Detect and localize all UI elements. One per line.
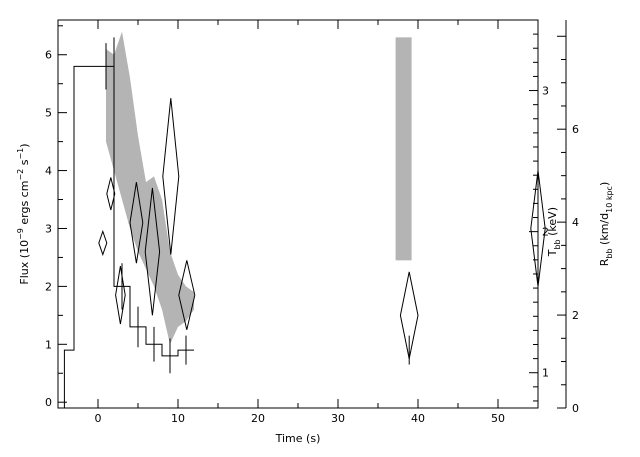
radius-tick-label: 2	[572, 309, 579, 322]
radius-band	[106, 31, 194, 345]
x-tick-label: 30	[331, 412, 345, 425]
temperature-diamond	[144, 187, 161, 316]
temperature-diamond-layer	[98, 98, 546, 359]
temperature-diamond	[129, 182, 144, 264]
temperature-diamond	[98, 229, 108, 257]
x-tick-label: 20	[251, 412, 265, 425]
y-tick-label: 4	[45, 165, 52, 178]
radius-bar	[395, 37, 412, 261]
x-tick-label: 10	[171, 412, 185, 425]
radius-tick-label: 4	[572, 216, 579, 229]
y-tick-label: 0	[45, 396, 52, 409]
radius-axis: 0 2 4 6	[557, 20, 579, 415]
temperature-diamond	[399, 271, 419, 359]
y-tick-label: 1	[45, 338, 52, 351]
y-tick-label: 3	[45, 222, 52, 235]
flux-errorbar-layer	[105, 37, 410, 374]
temperature-diamond	[178, 260, 196, 330]
y-tick-label: 5	[45, 107, 52, 120]
radius-tick-label: 0	[572, 402, 579, 415]
x-tick-label: 40	[411, 412, 425, 425]
temperature-diamond	[162, 98, 180, 255]
temp-tick-label: 3	[542, 85, 549, 98]
radius-band-layer	[106, 31, 412, 345]
y-tick-label: 6	[45, 49, 52, 62]
x-tick-label: 0	[95, 412, 102, 425]
tick-layer: 0 10 20 30 40 50 0 1 2 3 4 5 6 1 2 3	[45, 20, 549, 425]
x-tick-label: 50	[491, 412, 505, 425]
temperature-diamond	[115, 266, 126, 325]
temp-tick-label: 2	[542, 226, 549, 239]
y-tick-label: 2	[45, 280, 52, 293]
temperature-diamond	[106, 177, 116, 211]
y-axis-label-temperature: Tbb (keV)	[546, 207, 562, 257]
radius-tick-label: 6	[572, 123, 579, 136]
x-axis-label: Time (s)	[275, 432, 321, 445]
y-axis-label-radius: Rbb (km/d10 kpc)	[598, 182, 614, 267]
temp-tick-label: 1	[542, 367, 549, 380]
y-axis-label-flux: Flux (10−9 ergs cm−2 s−1)	[16, 143, 31, 284]
